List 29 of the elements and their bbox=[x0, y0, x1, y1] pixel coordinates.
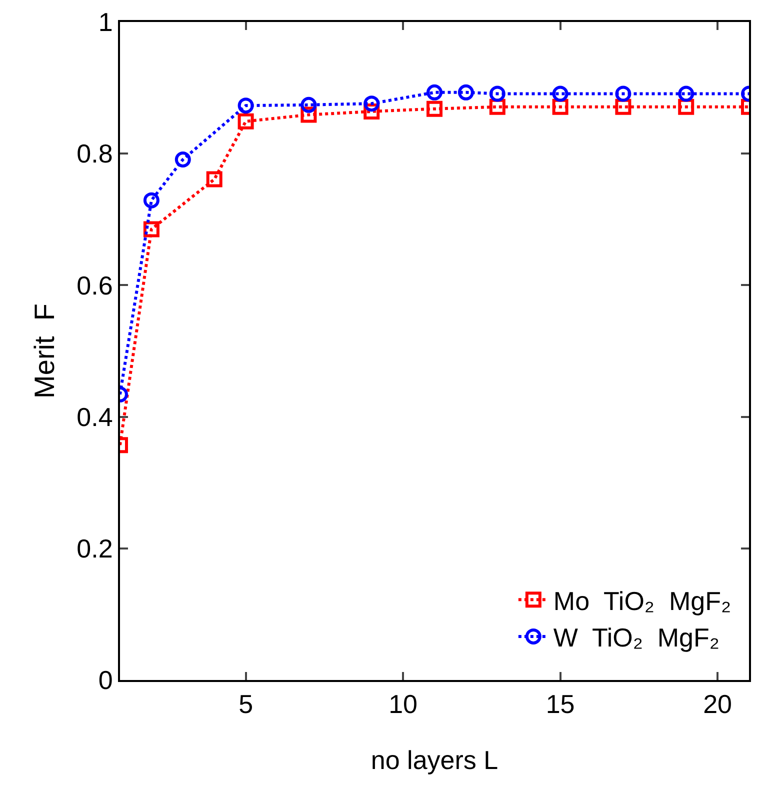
y-tick-label: 1 bbox=[98, 7, 113, 38]
point bbox=[489, 86, 506, 102]
point bbox=[458, 84, 474, 100]
legend-label: W TiO₂ MgF₂ bbox=[553, 622, 720, 653]
x-tick-label: 15 bbox=[546, 689, 575, 720]
y-tick-label: 0.8 bbox=[76, 138, 113, 169]
x-tick-label: 10 bbox=[388, 689, 418, 720]
y-tick-label: 0.2 bbox=[76, 534, 113, 564]
point bbox=[143, 192, 160, 208]
x-tick-label: 5 bbox=[238, 689, 254, 720]
point bbox=[300, 96, 317, 113]
point bbox=[174, 152, 191, 168]
point bbox=[238, 98, 254, 114]
y-axis-title: Merit F bbox=[28, 304, 60, 398]
y-tick-label: 0 bbox=[98, 665, 113, 696]
point bbox=[364, 96, 380, 112]
point bbox=[426, 100, 442, 117]
x-tick-label: 20 bbox=[703, 689, 732, 720]
legend-label: Mo TiO₂ MgF₂ bbox=[553, 586, 732, 616]
x-axis-title: no layers L bbox=[370, 745, 498, 775]
point bbox=[552, 86, 568, 102]
point bbox=[143, 221, 160, 238]
point bbox=[426, 84, 442, 100]
point bbox=[615, 86, 632, 102]
point bbox=[238, 113, 254, 130]
point bbox=[206, 171, 222, 188]
y-tick-label: 0.6 bbox=[76, 270, 113, 300]
y-tick-label: 0.4 bbox=[76, 402, 113, 432]
point bbox=[678, 86, 694, 102]
